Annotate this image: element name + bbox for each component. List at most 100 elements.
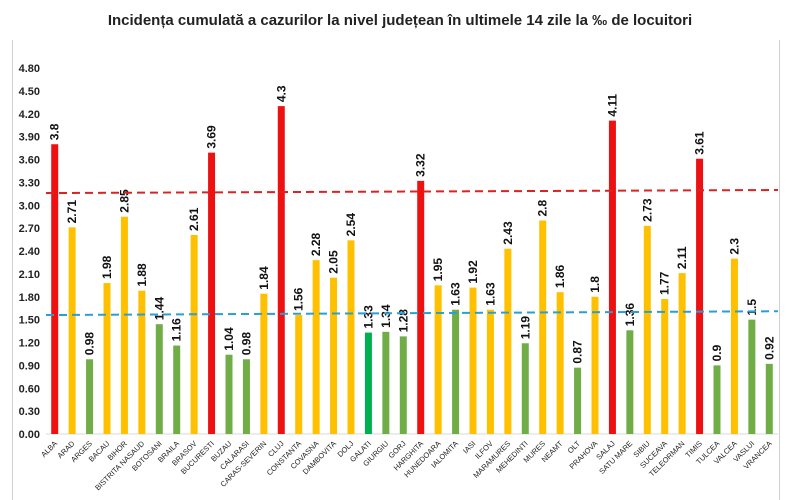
data-label: 2.85	[117, 189, 131, 213]
bar-constanta	[295, 315, 303, 434]
bar-sibiu	[643, 225, 651, 434]
bar-buzau	[225, 354, 233, 434]
bar-neamt	[556, 292, 564, 434]
data-label: 2.43	[501, 221, 515, 245]
data-label: 4.11	[605, 94, 619, 117]
bar-prahova	[591, 296, 599, 434]
bar-caras-severin	[260, 293, 268, 434]
y-tick-label: 0.60	[19, 383, 40, 395]
bar-braila	[173, 345, 181, 434]
data-label: 3.69	[205, 125, 219, 149]
y-tick-label: 1.50	[19, 315, 40, 327]
data-label: 2.54	[344, 213, 358, 237]
data-label: 0.9	[710, 344, 724, 361]
bar-mehedinti	[521, 343, 529, 434]
data-label: 1.36	[623, 303, 637, 327]
bar-olt	[574, 367, 582, 434]
data-label: 1.63	[449, 282, 463, 306]
y-tick-label: 3.30	[19, 177, 40, 189]
data-label: 2.3	[727, 238, 741, 255]
data-label: 1.95	[431, 258, 445, 282]
bar-ialomita	[452, 309, 460, 434]
data-label: 2.61	[187, 207, 201, 231]
y-tick-label: 4.50	[19, 86, 40, 98]
data-label: 3.32	[414, 153, 428, 177]
y-tick-label: 3.00	[19, 200, 40, 212]
bar-galati	[364, 332, 372, 434]
bar-arad	[68, 227, 76, 434]
data-label: 1.16	[170, 318, 184, 342]
data-label: 0.98	[239, 332, 253, 356]
data-label: 1.8	[588, 276, 602, 293]
bar-satu-mare	[626, 330, 634, 434]
data-label: 0.92	[762, 336, 776, 360]
blue-threshold-line	[45, 310, 779, 317]
bar-bihor	[120, 216, 128, 434]
bar-hunedoara	[434, 285, 442, 434]
data-label: 1.5	[745, 299, 759, 316]
data-label: 1.92	[466, 260, 480, 284]
data-label: 1.56	[292, 287, 306, 311]
y-tick-label: 1.20	[19, 338, 40, 350]
data-label: 2.73	[640, 198, 654, 222]
bar-calarasi	[242, 359, 250, 434]
data-label: 0.98	[83, 332, 97, 356]
y-tick-label: 3.90	[19, 132, 40, 144]
y-tick-label: 4.20	[19, 109, 40, 121]
y-tick-label: 4.80	[19, 63, 40, 75]
bar-covasna	[312, 260, 320, 434]
bar-bacau	[103, 283, 111, 434]
data-label: 1.44	[152, 297, 166, 321]
y-tick-label: 2.70	[19, 223, 40, 235]
data-label: 1.34	[379, 304, 393, 328]
y-tick-label: 0.30	[19, 406, 40, 418]
data-label: 1.19	[518, 316, 532, 340]
bar-brasov	[190, 234, 198, 434]
data-label: 3.61	[693, 131, 707, 155]
y-tick-label: 0.00	[19, 429, 40, 441]
bar-maramures	[504, 248, 512, 434]
data-label: 1.98	[100, 255, 114, 279]
chart-title: Incidența cumulată a cazurilor la nivel …	[107, 12, 693, 29]
y-tick-label: 1.80	[19, 292, 40, 304]
y-tick-label: 3.60	[19, 155, 40, 167]
bar-bistrita-nasaud	[138, 290, 146, 434]
bar-suceava	[661, 299, 669, 434]
bar-vaslui	[748, 319, 756, 434]
data-label: 2.11	[675, 246, 689, 269]
data-label: 2.71	[65, 200, 79, 224]
data-label: 1.88	[135, 263, 149, 287]
y-tick-label: 0.90	[19, 360, 40, 372]
bar-cluj	[277, 106, 285, 434]
frame-left-border	[12, 40, 13, 500]
data-label: 2.8	[536, 199, 550, 216]
bar-giurgiu	[382, 331, 390, 434]
data-label: 1.77	[658, 271, 672, 295]
bar-ilfov	[486, 309, 494, 434]
bar-alba	[51, 144, 59, 434]
x-tick-label: ALBA	[39, 439, 59, 459]
data-label: 1.04	[222, 327, 236, 351]
bar-mures	[539, 220, 547, 434]
bar-iasi	[469, 287, 477, 434]
bar-bucuresti	[208, 152, 216, 434]
red-threshold-line	[45, 189, 779, 195]
bar-vrancea	[765, 363, 773, 434]
bar-dolj	[347, 240, 355, 434]
frame-right-border	[779, 40, 780, 500]
bar-tulcea	[713, 365, 721, 434]
y-tick-label: 2.10	[19, 269, 40, 281]
bar-salaj	[608, 120, 616, 435]
data-label: 2.28	[309, 232, 323, 256]
data-label: 4.3	[274, 85, 288, 102]
data-label: 1.33	[361, 305, 375, 329]
bar-timis	[696, 158, 704, 435]
data-label: 1.63	[483, 282, 497, 306]
data-label: 2.05	[327, 250, 341, 274]
bar-botosani	[155, 324, 163, 434]
data-label: 0.87	[571, 340, 585, 364]
data-label: 1.84	[257, 266, 271, 290]
bar-gorj	[399, 336, 407, 434]
data-label: 1.28	[396, 309, 410, 333]
